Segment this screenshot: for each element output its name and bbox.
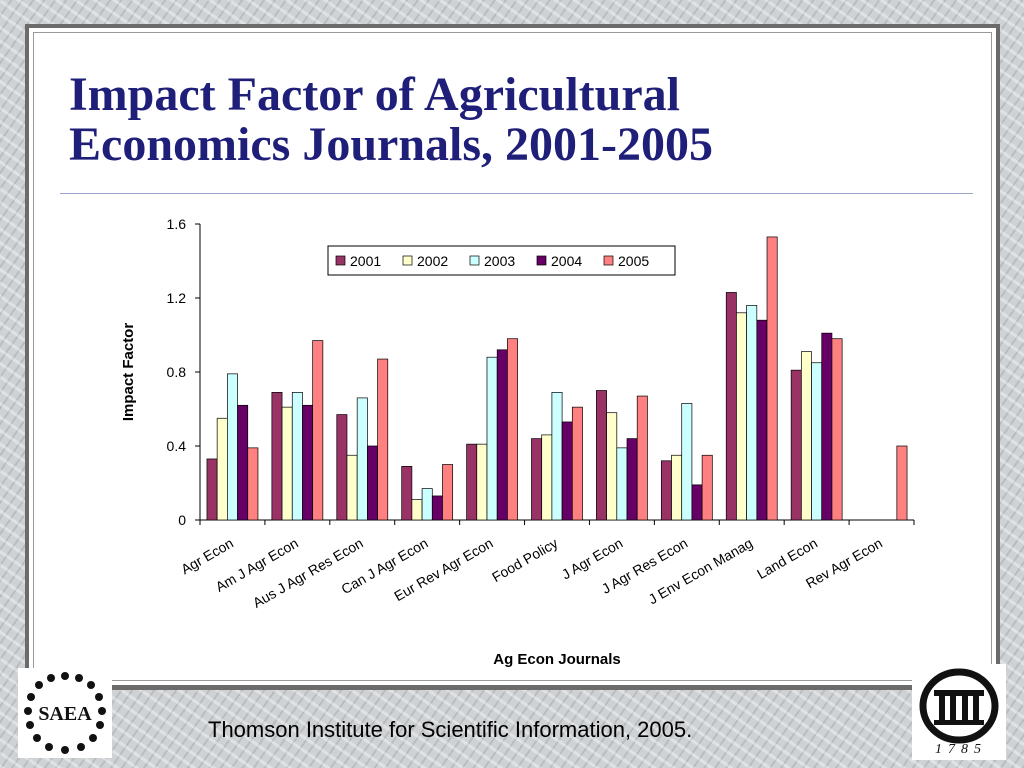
bar-2002 (606, 412, 618, 521)
bar-2004 (626, 438, 638, 521)
bar-2002 (281, 406, 293, 521)
legend-label-2001: 2001 (350, 253, 381, 269)
bar-2002 (541, 434, 553, 521)
bar-2002 (736, 312, 747, 521)
bar-2005 (247, 447, 259, 521)
footer-rule (112, 686, 912, 690)
y-tick-label: 0.8 (167, 364, 187, 380)
legend-swatch-2003 (469, 255, 480, 266)
y-axis-title: Impact Factor (120, 323, 137, 422)
bar-2002 (411, 499, 423, 521)
saea-logo: SAEA (18, 668, 112, 758)
legend-label-2004: 2004 (551, 253, 582, 269)
slide-title: Impact Factor of Agricultural Economics … (69, 70, 949, 170)
title-divider (60, 193, 973, 194)
bar-2003 (551, 392, 563, 521)
y-tick-label: 0 (178, 512, 186, 528)
bar-2005 (507, 338, 518, 521)
bar-2001 (596, 390, 607, 521)
x-tick-label: Aus J Agr Res Econ (250, 535, 366, 611)
bar-2003 (811, 362, 823, 521)
bar-2003 (421, 488, 433, 521)
bar-2002 (476, 443, 488, 521)
bar-2003 (227, 373, 238, 521)
bar-2001 (206, 458, 218, 521)
legend-label-2003: 2003 (484, 253, 515, 269)
bar-2004 (302, 404, 314, 521)
bar-2005 (442, 464, 454, 521)
slide-title-line-2: Economics Journals, 2001-2005 (69, 118, 714, 171)
legend-swatch-2004 (536, 255, 547, 266)
bar-2003 (746, 305, 758, 521)
arch-logo-icon: 1785 (919, 668, 999, 757)
bar-2001 (790, 369, 802, 521)
bar-2003 (291, 392, 303, 521)
bar-2005 (377, 358, 389, 521)
bar-2001 (271, 392, 283, 521)
y-tick-label: 1.2 (167, 290, 187, 306)
bar-2001 (336, 414, 348, 521)
bar-2005 (312, 340, 324, 521)
bar-2001 (725, 292, 737, 521)
bar-2004 (431, 495, 443, 521)
bar-2001 (660, 460, 672, 521)
legend-swatch-2001 (335, 255, 346, 266)
bar-2003 (486, 356, 498, 521)
bar-2001 (531, 438, 543, 521)
bar-2004 (237, 404, 249, 521)
footer-citation: Thomson Institute for Scientific Informa… (208, 717, 693, 742)
bar-2001 (401, 466, 413, 521)
bar-2004 (756, 319, 768, 521)
bar-2004 (367, 445, 378, 521)
bar-2005 (571, 406, 583, 521)
legend-label-2005: 2005 (618, 253, 649, 269)
x-axis-title: Ag Econ Journals (493, 651, 621, 668)
x-tick-label: Food Policy (489, 535, 560, 585)
legend-label-2002: 2002 (417, 253, 448, 269)
bar-2002 (800, 351, 812, 521)
bar-2005 (831, 338, 843, 521)
x-tick-label: Agr Econ (178, 535, 236, 578)
saea-logo-text: SAEA (38, 703, 92, 725)
saea-logo-icon: SAEA (24, 672, 106, 754)
bar-2004 (691, 484, 703, 521)
bar-2001 (466, 443, 478, 521)
bar-2005 (766, 236, 778, 521)
bar-2004 (821, 332, 833, 521)
chart-legend (327, 245, 676, 276)
bar-2002 (216, 417, 228, 521)
slide-frame-inner-border (33, 32, 992, 681)
bar-2003 (356, 397, 368, 521)
arch-logo-year: 1785 (935, 742, 987, 757)
bar-2005 (701, 454, 713, 521)
y-tick-label: 0.4 (167, 438, 187, 454)
bar-2002 (346, 454, 358, 521)
bar-2003 (681, 403, 693, 521)
bar-2004 (496, 349, 508, 521)
bar-2003 (616, 447, 628, 521)
slide-title-line-1: Impact Factor of Agricultural (69, 68, 680, 121)
university-arch-logo: 1785 (912, 664, 1006, 760)
legend-swatch-2005 (603, 255, 614, 266)
bar-2005 (896, 445, 908, 521)
bar-2005 (636, 395, 648, 521)
legend-swatch-2002 (402, 255, 413, 266)
bar-2004 (561, 421, 573, 521)
bar-2002 (671, 454, 683, 521)
y-tick-label: 1.6 (167, 216, 187, 232)
